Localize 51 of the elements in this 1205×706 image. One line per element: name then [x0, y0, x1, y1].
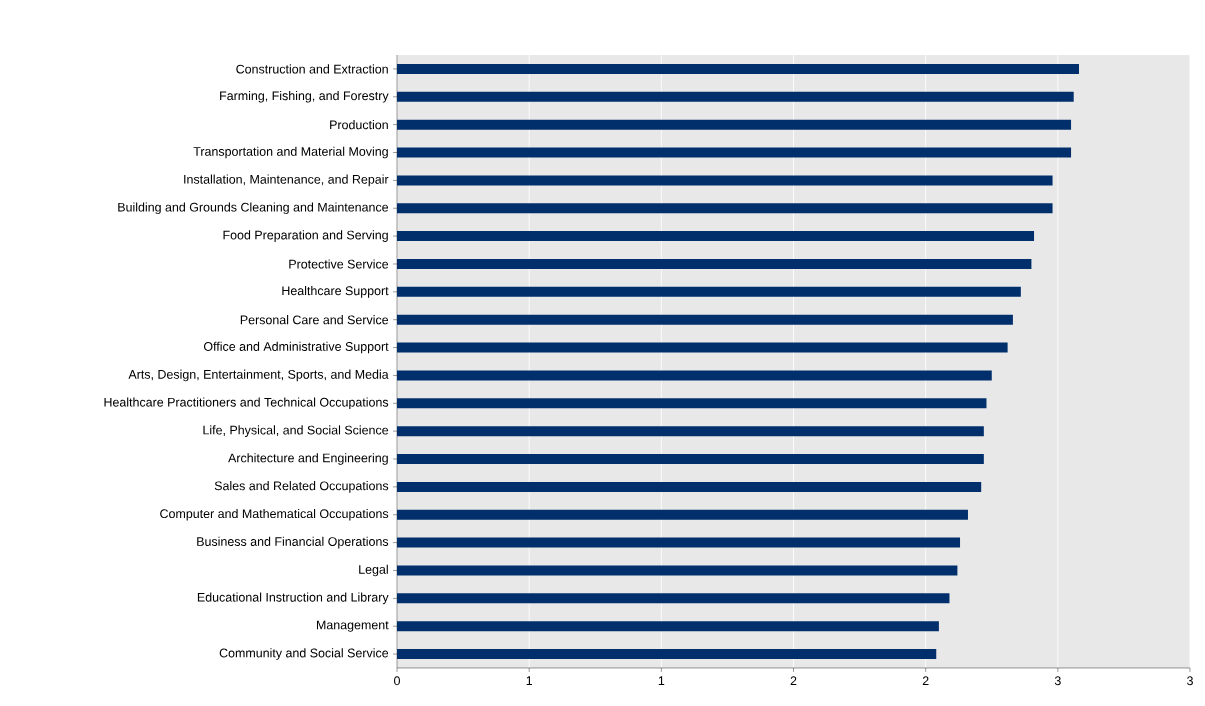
bar — [397, 537, 961, 548]
y-tick-label: Healthcare Practitioners and Technical Occupations — [104, 397, 389, 410]
bar — [397, 509, 968, 520]
bar — [397, 286, 1021, 297]
y-tick-label: Life, Physical, and Social Science — [203, 425, 389, 437]
bar — [397, 454, 984, 465]
y-tick-label: Installation, Maintenance, and Repair — [184, 174, 389, 187]
y-tick-label: Business and Financial Operations — [197, 536, 389, 549]
x-tick-label: 2 — [922, 676, 929, 686]
bar — [397, 258, 1032, 269]
bar — [397, 593, 950, 604]
y-tick-label: Legal — [359, 564, 388, 577]
y-tick-label: Computer and Mathematical Occupations — [160, 508, 389, 521]
bar — [397, 203, 1053, 214]
x-tick-label: 1 — [658, 676, 665, 685]
bar — [397, 621, 939, 632]
y-tick-label: Office and Administrative Support — [203, 341, 389, 354]
y-tick-label: Management — [316, 620, 389, 632]
y-tick-label: Food Preparation and Serving — [223, 230, 388, 242]
bar — [397, 119, 1072, 130]
y-tick-label: Protective Service — [289, 259, 389, 269]
bar — [397, 426, 984, 437]
bar — [397, 565, 958, 576]
y-tick-label: Sales and Related Occupations — [214, 481, 389, 493]
y-tick-label: Building and Grounds Cleaning and Maintenance — [118, 202, 389, 215]
y-tick-label: Architecture and Engineering — [228, 453, 388, 465]
x-tick-label: 3 — [1187, 676, 1193, 686]
bar — [397, 91, 1074, 102]
x-tick-label: 3 — [1054, 676, 1061, 686]
y-tick-label: Construction and Extraction — [236, 64, 388, 74]
x-tick-label: 0 — [394, 676, 400, 686]
bar — [397, 147, 1072, 158]
y-tick-label: Community and Social Service — [219, 648, 389, 660]
bar — [397, 342, 1008, 353]
bar — [397, 314, 1013, 325]
bar — [397, 398, 987, 409]
x-tick-label: 2 — [790, 676, 797, 686]
bar — [397, 175, 1053, 186]
bar — [397, 370, 992, 381]
bar — [397, 231, 1035, 242]
y-tick-label: Personal Care and Service — [240, 315, 389, 325]
bar — [397, 649, 937, 660]
y-tick-label: Educational Instruction and Library — [197, 592, 389, 605]
y-tick-label: Production — [330, 120, 388, 130]
y-tick-label: Healthcare Support — [282, 286, 389, 298]
bar — [397, 63, 1079, 74]
x-tick-label: 1 — [526, 676, 533, 685]
bar — [397, 481, 982, 492]
y-tick-label: Farming, Fishing, and Forestry — [220, 90, 389, 103]
y-tick-label: Arts, Design, Entertainment, Sports, and Media — [128, 369, 389, 382]
y-tick-label: Transportation and Material Moving — [193, 146, 388, 159]
